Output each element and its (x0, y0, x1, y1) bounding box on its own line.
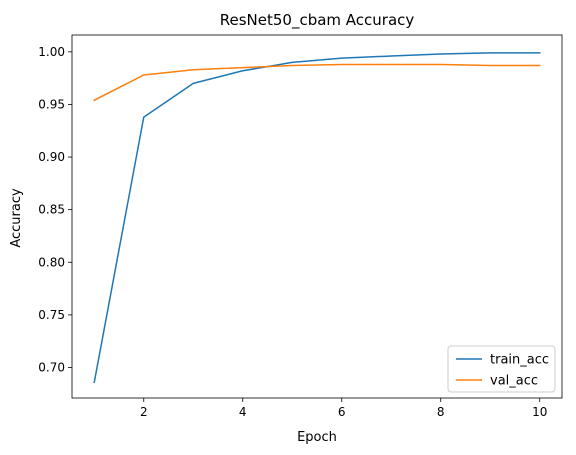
x-tick-label: 4 (239, 405, 247, 419)
plot-area: 2 4 6 8 10 0.70 0.75 0.80 0.85 0.90 0.95 1.00 train_… (38, 34, 563, 419)
y-tick-label: 0.80 (38, 255, 65, 269)
y-tick-label: 1.00 (38, 45, 65, 59)
y-tick-label: 0.70 (38, 360, 65, 374)
series-line-val_acc (93, 63, 541, 102)
x-tick-label: 6 (338, 405, 346, 419)
y-axis-title: Accuracy (9, 188, 24, 248)
y-tick-label: 0.85 (38, 203, 65, 217)
y-tick-label: 0.75 (38, 308, 65, 322)
chart-title: ResNet50_cbam Accuracy (220, 11, 415, 30)
legend-label-train_acc: train_acc (490, 353, 549, 368)
x-tick-label: 10 (532, 405, 547, 419)
plot-frame (71, 34, 563, 399)
x-tick-label: 2 (140, 405, 148, 419)
y-tick-label: 0.90 (38, 150, 65, 164)
legend-label-val_acc: val_acc (490, 374, 538, 389)
x-tick-label: 8 (437, 405, 445, 419)
y-tick-label: 0.95 (38, 97, 65, 111)
x-axis-title: Epoch (297, 430, 337, 445)
series-line-train_acc (93, 52, 541, 384)
